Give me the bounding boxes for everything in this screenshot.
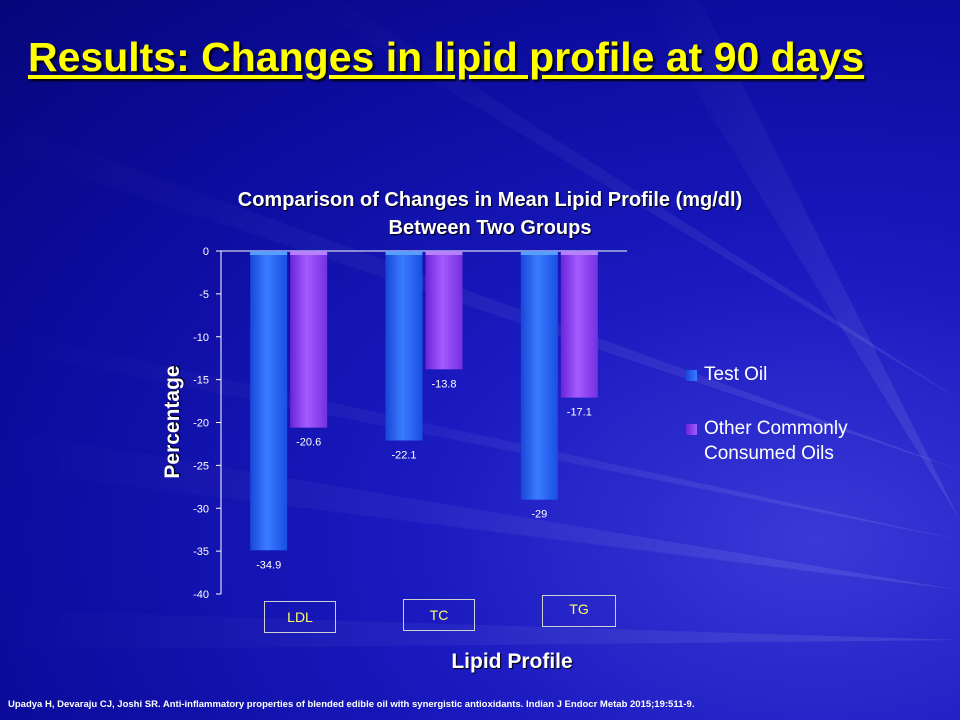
data-label: -20.6 (296, 437, 321, 449)
y-tick-label: -15 (193, 375, 209, 387)
bar-ldl-series-1 (250, 251, 288, 551)
category-label-ldl: LDL (264, 601, 336, 633)
legend-swatch-test-oil (686, 370, 697, 381)
data-label: -29 (531, 509, 547, 521)
y-tick-label: -20 (193, 418, 209, 430)
bar-cap (250, 251, 288, 255)
bar-tc-series-2 (425, 251, 463, 370)
bar-cap (560, 251, 598, 255)
legend-label-other-oils-line-2: Consumed Oils (704, 443, 834, 464)
y-tick-label: -30 (193, 503, 209, 515)
bar-tc-series-1 (385, 251, 423, 441)
bar-tg-series-2 (560, 251, 598, 398)
chart-title: Comparison of Changes in Mean Lipid Prof… (150, 186, 830, 242)
y-tick-label: -40 (193, 589, 209, 601)
chart-title-line-2: Between Two Groups (388, 217, 592, 239)
bar-cap (290, 251, 328, 255)
legend-label-other-oils-line-1: Other Commonly (704, 418, 848, 439)
data-label: -17.1 (567, 407, 592, 419)
data-label: -34.9 (256, 559, 281, 571)
bar-cap (385, 251, 423, 255)
data-label: -22.1 (391, 450, 416, 462)
y-tick-label: -10 (193, 332, 209, 344)
bar-ldl-series-2 (290, 251, 328, 428)
category-label-tg: TG (542, 595, 616, 627)
y-tick-label: -25 (193, 460, 209, 472)
x-axis-label: Lipid Profile (451, 650, 573, 673)
y-tick-label: -35 (193, 546, 209, 558)
y-axis-label-text: Percentage (161, 365, 184, 479)
chart-title-line-1: Comparison of Changes in Mean Lipid Prof… (237, 189, 743, 211)
bar-cap (520, 251, 558, 255)
citation: Upadya H, Devaraju CJ, Joshi SR. Anti-in… (8, 699, 695, 710)
y-tick-label: -5 (199, 289, 209, 301)
slide-title: Results: Changes in lipid profile at 90 … (28, 34, 865, 80)
y-tick-label: 0 (203, 246, 209, 258)
category-label-tc: TC (403, 599, 475, 631)
bar-tg-series-1 (520, 251, 558, 500)
bar-cap (425, 251, 463, 255)
legend-swatch-other-oils (686, 424, 697, 435)
data-label: -13.8 (431, 378, 456, 390)
legend-label-test-oil: Test Oil (704, 364, 768, 385)
